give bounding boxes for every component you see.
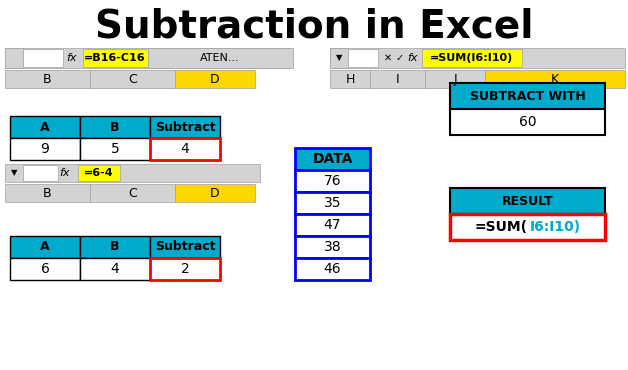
Text: ✓: ✓ — [396, 53, 404, 63]
Bar — [295, 236, 370, 258]
Text: 46: 46 — [323, 262, 341, 276]
Text: RESULT: RESULT — [502, 195, 553, 208]
Bar — [78, 165, 120, 181]
Bar — [23, 49, 63, 67]
Text: D: D — [210, 73, 220, 85]
Bar — [80, 258, 150, 280]
Text: ▼: ▼ — [336, 54, 342, 63]
Text: fx: fx — [60, 168, 70, 178]
Text: fx: fx — [408, 53, 418, 63]
Bar — [148, 48, 293, 68]
Bar — [10, 236, 80, 258]
Text: C: C — [128, 186, 137, 199]
Bar — [450, 188, 605, 214]
Text: A: A — [40, 121, 50, 134]
Bar — [80, 116, 150, 138]
Bar — [422, 49, 522, 67]
Text: 4: 4 — [181, 142, 190, 156]
Bar — [485, 70, 625, 88]
Text: 6: 6 — [41, 262, 50, 276]
Text: fx: fx — [67, 53, 77, 63]
Bar — [370, 70, 425, 88]
Text: 38: 38 — [323, 240, 341, 254]
Bar — [330, 48, 348, 68]
Bar — [10, 258, 80, 280]
Text: 35: 35 — [324, 196, 341, 210]
Bar — [295, 214, 370, 236]
Bar — [83, 49, 148, 67]
Bar — [175, 70, 255, 88]
Bar — [10, 116, 80, 138]
Bar — [5, 48, 23, 68]
Text: Subtraction in Excel: Subtraction in Excel — [95, 7, 533, 45]
Text: =SUM(: =SUM( — [475, 220, 528, 234]
Bar — [450, 83, 605, 109]
Text: ATEN...: ATEN... — [200, 53, 240, 63]
Text: 47: 47 — [324, 218, 341, 232]
Bar — [295, 192, 370, 214]
Bar — [5, 70, 90, 88]
Bar — [80, 236, 150, 258]
Text: B: B — [43, 73, 52, 85]
Bar — [23, 165, 58, 181]
Bar — [10, 138, 80, 160]
Bar — [150, 258, 220, 280]
Text: I6:I10): I6:I10) — [529, 220, 581, 234]
Text: ✕: ✕ — [384, 53, 392, 63]
Bar — [450, 214, 605, 240]
Bar — [5, 164, 260, 182]
Text: B: B — [43, 186, 52, 199]
Text: D: D — [210, 186, 220, 199]
Text: 4: 4 — [111, 262, 119, 276]
Text: 76: 76 — [323, 174, 341, 188]
Bar — [175, 184, 255, 202]
Bar — [90, 184, 175, 202]
Bar — [295, 170, 370, 192]
Text: I: I — [396, 73, 399, 85]
Text: Subtract: Subtract — [154, 121, 215, 134]
Bar — [5, 48, 290, 68]
Text: B: B — [111, 121, 120, 134]
Bar — [450, 109, 605, 135]
Text: H: H — [345, 73, 355, 85]
Text: =6-4: =6-4 — [84, 168, 114, 178]
Text: SUBTRACT WITH: SUBTRACT WITH — [470, 90, 585, 102]
Text: 9: 9 — [41, 142, 50, 156]
Text: =SUM(I6:I10): =SUM(I6:I10) — [430, 53, 514, 63]
Bar — [295, 148, 370, 170]
Text: J: J — [453, 73, 457, 85]
Text: C: C — [128, 73, 137, 85]
Text: ▼: ▼ — [11, 168, 17, 178]
Bar — [150, 116, 220, 138]
Bar — [80, 138, 150, 160]
Bar — [150, 236, 220, 258]
Bar — [90, 70, 175, 88]
Text: Subtract: Subtract — [154, 240, 215, 253]
Text: 5: 5 — [111, 142, 119, 156]
Text: DATA: DATA — [312, 152, 353, 166]
Bar — [5, 184, 90, 202]
Text: K: K — [551, 73, 559, 85]
Text: =B16-C16: =B16-C16 — [84, 53, 146, 63]
Bar — [150, 138, 220, 160]
Text: A: A — [40, 240, 50, 253]
Text: 60: 60 — [519, 115, 536, 129]
Text: 2: 2 — [181, 262, 190, 276]
Bar — [425, 70, 485, 88]
Bar — [330, 48, 625, 68]
Text: B: B — [111, 240, 120, 253]
Bar — [295, 258, 370, 280]
Bar — [330, 70, 370, 88]
Bar — [348, 49, 378, 67]
